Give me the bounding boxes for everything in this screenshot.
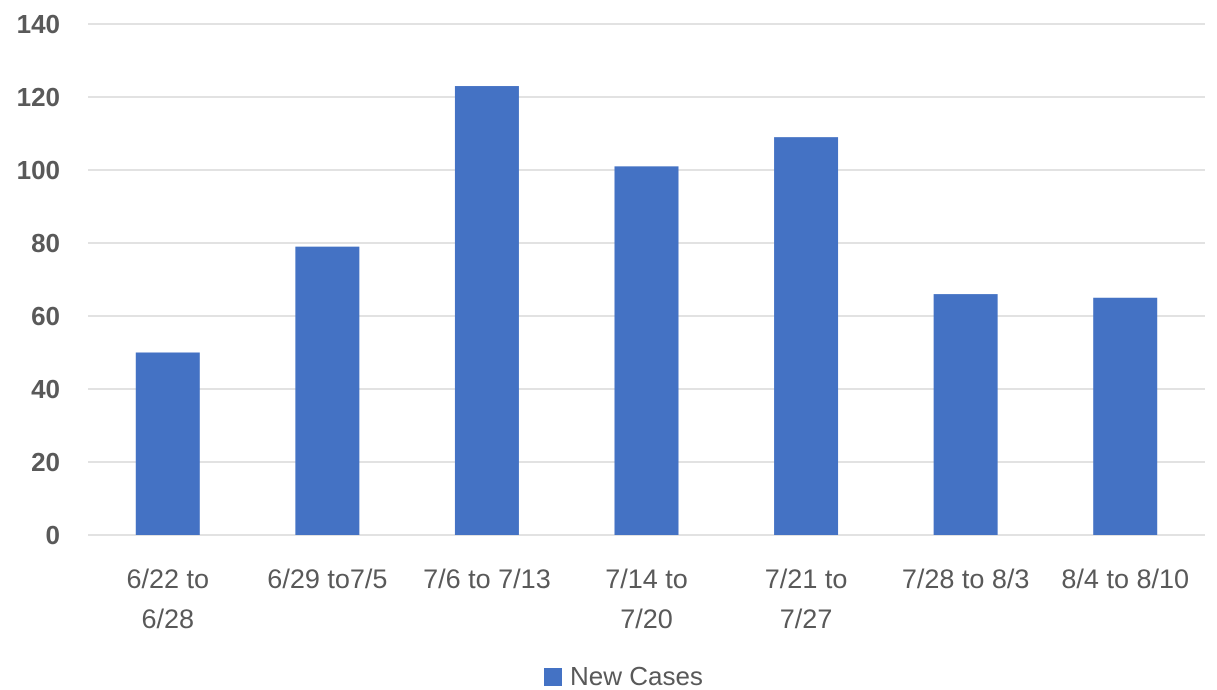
y-axis-ticks: 0 20 40 60 80 100 120 140 — [17, 9, 60, 550]
bar — [933, 294, 998, 535]
y-tick-label: 100 — [17, 155, 60, 185]
bar — [1093, 297, 1158, 535]
x-axis-ticks: 6/22 to 6/286/29 to7/5 7/6 to 7/13 7/14 to 7… — [126, 564, 1189, 634]
x-tick-label-line: 6/29 to7/5 — [267, 564, 387, 594]
bar — [454, 86, 519, 536]
bars — [135, 86, 1158, 536]
x-tick-label: 7/21 to 7/27 — [765, 564, 848, 634]
x-tick-label-line: 6/28 — [142, 604, 195, 634]
y-tick-label: 40 — [31, 374, 60, 404]
y-tick-label: 20 — [31, 447, 60, 477]
x-tick-label-line: 8/4 to 8/10 — [1061, 564, 1189, 594]
x-tick-label-line: 7/27 — [780, 604, 833, 634]
y-tick-label: 0 — [46, 520, 60, 550]
x-tick-label: 7/6 to 7/13 — [423, 564, 551, 594]
x-tick-label: 6/29 to7/5 — [267, 564, 387, 594]
x-tick-label-line: 7/14 to — [605, 564, 688, 594]
x-tick-label-line: 7/28 to 8/3 — [902, 564, 1030, 594]
x-tick-label: 8/4 to 8/10 — [1061, 564, 1189, 594]
x-tick-label-line: 7/20 — [620, 604, 673, 634]
bar — [774, 137, 839, 535]
y-tick-label: 120 — [17, 82, 60, 112]
y-tick-label: 80 — [31, 228, 60, 258]
x-tick-label: 7/28 to 8/3 — [902, 564, 1030, 594]
x-tick-label: 7/14 to 7/20 — [605, 564, 688, 634]
y-tick-label: 60 — [31, 301, 60, 331]
legend-swatch — [544, 668, 562, 686]
x-tick-label-line: 7/6 to 7/13 — [423, 564, 551, 594]
bar — [614, 166, 679, 535]
x-tick-label: 6/22 to 6/28 — [126, 564, 209, 634]
x-tick-label-line: 7/21 to — [765, 564, 848, 594]
bar — [295, 246, 360, 535]
y-tick-label: 140 — [17, 9, 60, 39]
legend: New Cases — [544, 661, 703, 690]
bar — [135, 352, 200, 535]
legend-label: New Cases — [570, 661, 703, 690]
x-tick-label-line: 6/22 to — [126, 564, 209, 594]
